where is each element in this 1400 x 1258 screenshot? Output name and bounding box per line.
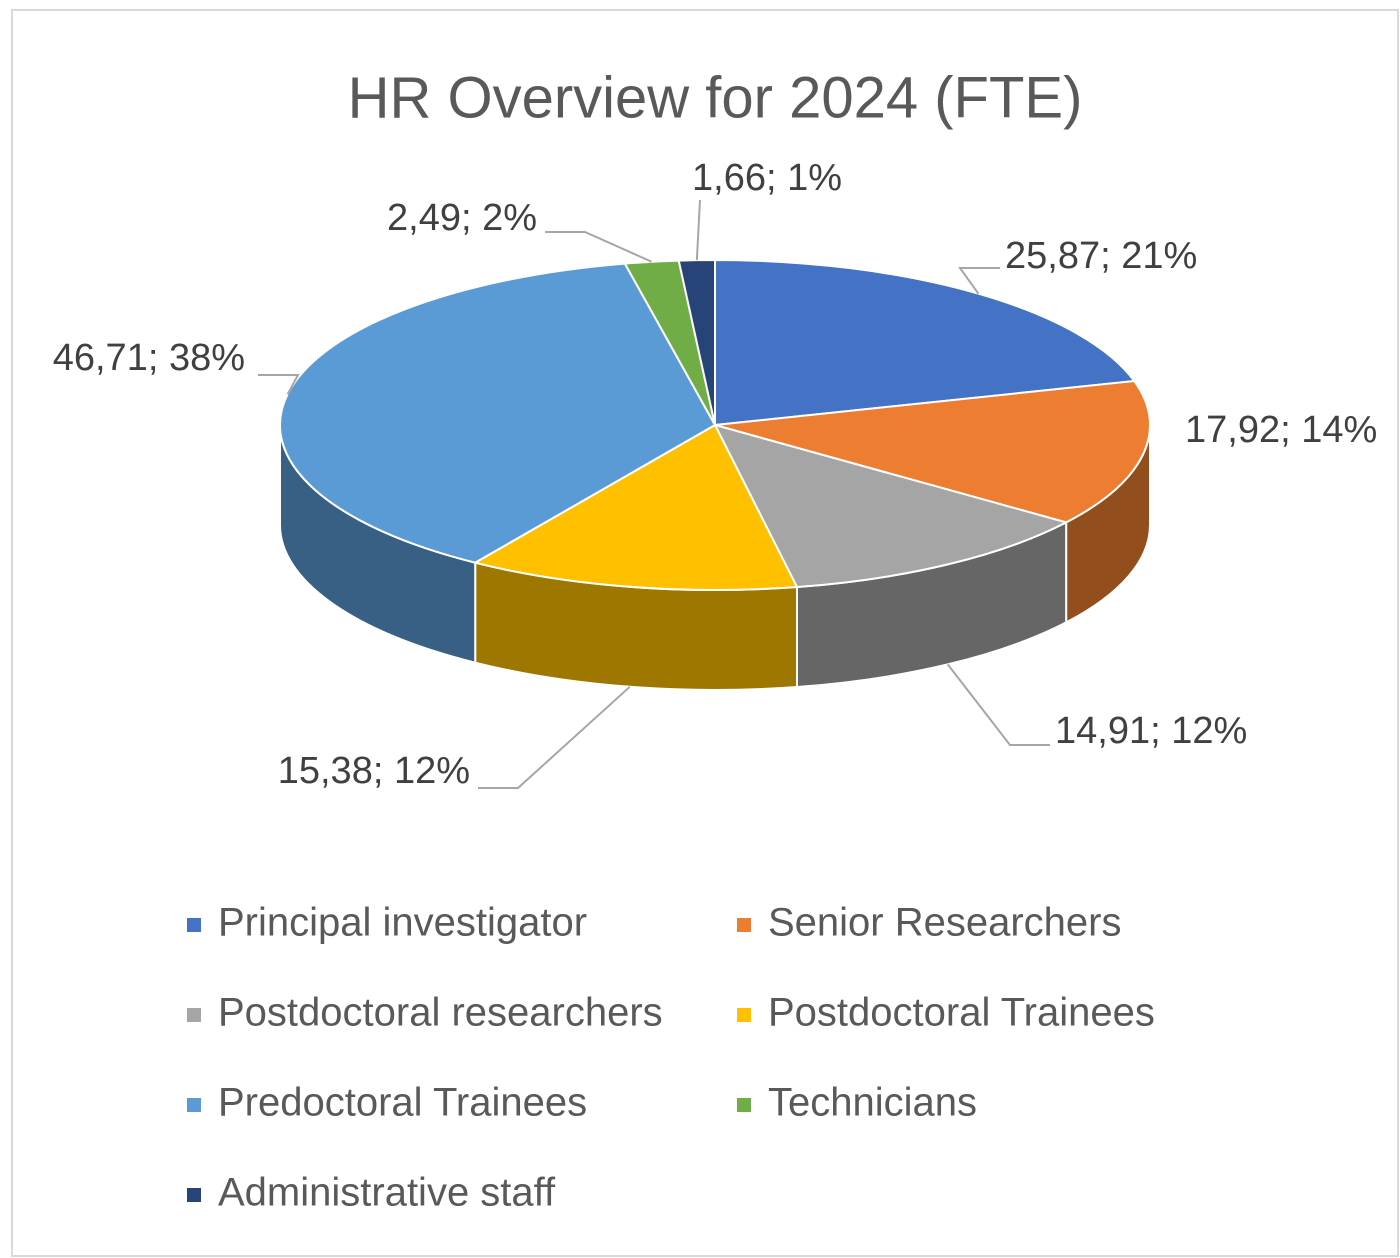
legend-label: Senior Researchers [768, 901, 1122, 945]
leader-line [478, 686, 631, 789]
data-label: 1,66; 1% [692, 157, 842, 199]
legend-marker [187, 1008, 201, 1022]
leader-line [695, 199, 701, 261]
legend-label: Postdoctoral researchers [218, 991, 663, 1035]
legend-marker [187, 1188, 201, 1202]
legend-marker [737, 1008, 751, 1022]
slice [713, 423, 1069, 589]
legend-label: Postdoctoral Trainees [768, 991, 1155, 1035]
data-label: 15,38; 12% [278, 750, 470, 792]
legend-label: Administrative staff [218, 1171, 556, 1215]
legend-label: Principal investigator [218, 901, 587, 945]
legend-marker [737, 1098, 751, 1112]
leader-line [958, 267, 1000, 295]
chart-title: HR Overview for 2024 (FTE) [348, 65, 1083, 130]
legend-marker [737, 918, 751, 932]
slice [472, 423, 799, 591]
legend-marker [187, 1098, 201, 1112]
data-label: 14,91; 12% [1055, 710, 1247, 752]
data-label: 25,87; 21% [1005, 235, 1197, 277]
leader-line [258, 374, 300, 395]
data-label: 17,92; 14% [1185, 409, 1377, 451]
slice [677, 258, 716, 426]
legend-label: Technicians [768, 1081, 977, 1125]
slice [714, 379, 1151, 524]
leader-line [545, 231, 653, 263]
legend-marker [187, 918, 201, 932]
leader-line [946, 663, 1050, 746]
data-label: 46,71; 38% [53, 337, 245, 379]
data-label: 2,49; 2% [387, 197, 537, 239]
legend-label: Predoctoral Trainees [218, 1081, 587, 1125]
